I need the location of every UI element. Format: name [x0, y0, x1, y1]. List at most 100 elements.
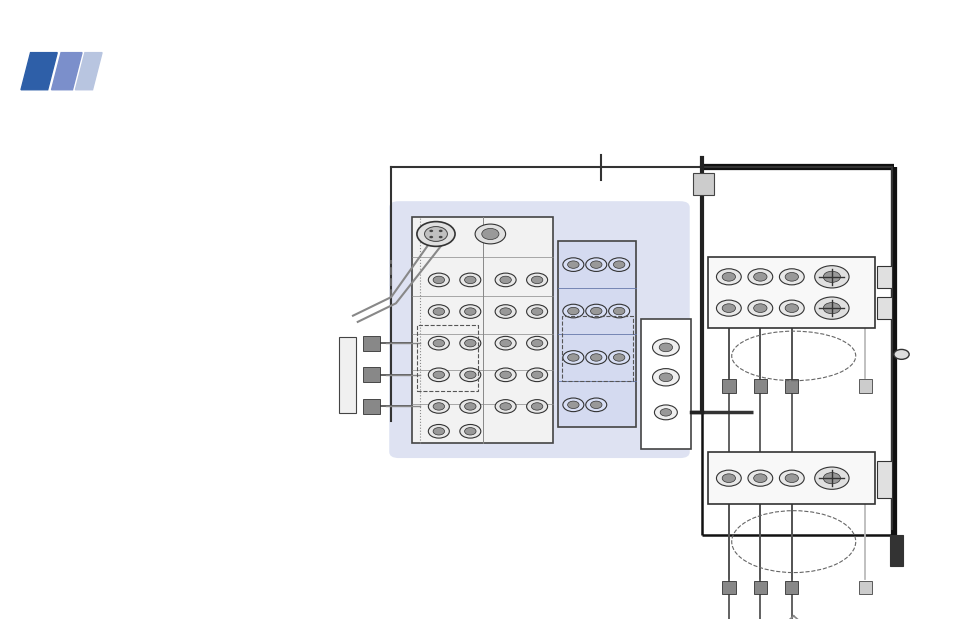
Bar: [692, 173, 713, 195]
Circle shape: [822, 271, 840, 282]
Circle shape: [459, 400, 480, 413]
Circle shape: [753, 304, 766, 313]
Circle shape: [433, 276, 444, 284]
Circle shape: [590, 308, 601, 315]
Circle shape: [526, 368, 547, 381]
Circle shape: [721, 304, 735, 313]
Circle shape: [531, 308, 542, 315]
Bar: [362, 335, 379, 350]
Circle shape: [433, 428, 444, 435]
Circle shape: [716, 300, 740, 316]
Circle shape: [613, 308, 624, 315]
Circle shape: [531, 403, 542, 410]
Circle shape: [716, 269, 740, 285]
Circle shape: [608, 305, 629, 318]
Circle shape: [716, 470, 740, 487]
Circle shape: [429, 230, 433, 232]
Circle shape: [499, 403, 511, 410]
Circle shape: [654, 405, 677, 420]
Circle shape: [428, 368, 449, 381]
Bar: [707, 452, 874, 504]
Circle shape: [459, 368, 480, 381]
Circle shape: [567, 401, 578, 409]
Circle shape: [495, 273, 516, 287]
Circle shape: [459, 336, 480, 350]
Circle shape: [459, 305, 480, 318]
Circle shape: [562, 398, 583, 412]
Circle shape: [416, 222, 455, 246]
Circle shape: [659, 373, 672, 381]
Circle shape: [464, 339, 476, 347]
Bar: [558, 241, 636, 427]
Circle shape: [893, 349, 908, 359]
Circle shape: [526, 400, 547, 413]
Bar: [876, 266, 891, 288]
Bar: [858, 581, 871, 594]
Circle shape: [585, 398, 606, 412]
Circle shape: [464, 276, 476, 284]
Circle shape: [814, 297, 848, 319]
Bar: [784, 581, 798, 594]
Circle shape: [428, 336, 449, 350]
Circle shape: [428, 400, 449, 413]
Circle shape: [459, 273, 480, 287]
FancyBboxPatch shape: [389, 201, 689, 458]
Circle shape: [779, 300, 803, 316]
Polygon shape: [75, 53, 102, 90]
Circle shape: [721, 474, 735, 483]
Circle shape: [747, 300, 772, 316]
Circle shape: [784, 272, 798, 281]
Circle shape: [499, 339, 511, 347]
Circle shape: [428, 425, 449, 438]
Circle shape: [464, 308, 476, 315]
Circle shape: [475, 224, 505, 244]
Bar: [858, 379, 871, 393]
Circle shape: [747, 269, 772, 285]
Circle shape: [499, 308, 511, 315]
Bar: [721, 379, 735, 393]
Circle shape: [652, 339, 679, 356]
Circle shape: [499, 276, 511, 284]
Circle shape: [585, 350, 606, 364]
Circle shape: [531, 276, 542, 284]
Circle shape: [608, 350, 629, 364]
Circle shape: [608, 258, 629, 272]
Circle shape: [585, 305, 606, 318]
Bar: [640, 319, 690, 449]
Bar: [561, 316, 632, 381]
Circle shape: [784, 304, 798, 313]
Circle shape: [562, 350, 583, 364]
Circle shape: [433, 308, 444, 315]
Circle shape: [526, 305, 547, 318]
Circle shape: [590, 401, 601, 409]
Bar: [338, 337, 355, 413]
Bar: [707, 257, 874, 328]
Circle shape: [814, 266, 848, 288]
Circle shape: [779, 470, 803, 487]
Circle shape: [526, 273, 547, 287]
Circle shape: [495, 336, 516, 350]
Circle shape: [562, 305, 583, 318]
Circle shape: [438, 236, 442, 238]
Circle shape: [659, 343, 672, 352]
Circle shape: [562, 258, 583, 272]
Bar: [753, 379, 766, 393]
Circle shape: [822, 303, 840, 314]
Circle shape: [428, 305, 449, 318]
Bar: [876, 461, 891, 498]
Circle shape: [464, 371, 476, 379]
Circle shape: [531, 371, 542, 379]
Circle shape: [433, 403, 444, 410]
Circle shape: [424, 227, 447, 241]
Circle shape: [495, 305, 516, 318]
Circle shape: [433, 339, 444, 347]
Circle shape: [659, 409, 671, 416]
Circle shape: [779, 269, 803, 285]
Circle shape: [531, 339, 542, 347]
Circle shape: [814, 467, 848, 489]
Circle shape: [428, 273, 449, 287]
Circle shape: [753, 474, 766, 483]
Circle shape: [567, 354, 578, 361]
Circle shape: [590, 261, 601, 269]
Circle shape: [590, 354, 601, 361]
